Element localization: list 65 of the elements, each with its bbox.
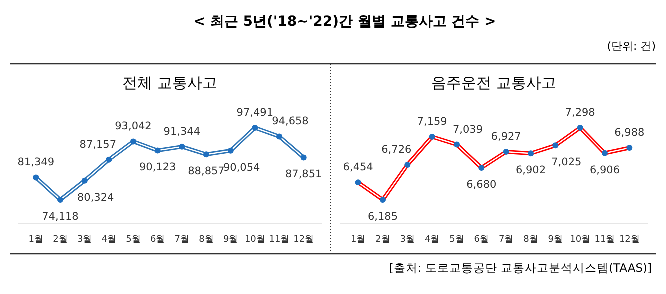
point <box>58 197 64 203</box>
point <box>252 125 258 131</box>
data-label: 7,298 <box>565 107 596 119</box>
text: (단위: 건) <box>607 40 656 53</box>
data-label: 7,039 <box>452 124 484 136</box>
data-label: 6,906 <box>590 164 620 176</box>
data-label: 87,851 <box>285 168 322 181</box>
x-tick-label: 2월 <box>53 235 68 245</box>
point <box>154 148 161 154</box>
data-label: 80,324 <box>77 192 115 204</box>
x-tick-label: 5월 <box>450 235 464 245</box>
data-label: 6,927 <box>491 131 522 143</box>
x-tick-label: 10월 <box>244 235 266 245</box>
x-tick-label: 1월 <box>28 235 44 245</box>
x-tick-label: 9월 <box>548 235 564 245</box>
x-tick-label: 3월 <box>400 235 416 245</box>
x-tick-label: 8월 <box>199 235 214 245</box>
x-tick-label: 1월 <box>350 235 366 245</box>
point <box>300 154 307 161</box>
data-label: 7,025 <box>552 156 582 169</box>
x-tick-label: 12월 <box>294 235 314 245</box>
x-tick-label: 12월 <box>619 235 640 245</box>
x-tick-label: 7월 <box>498 235 514 245</box>
x-tick-label: 11월 <box>269 235 290 245</box>
data-label: 7,159 <box>417 116 448 128</box>
x-tick-label: 6월 <box>474 235 490 245</box>
data-label: 6,726 <box>382 144 412 156</box>
data-label: 87,157 <box>80 138 117 151</box>
x-tick-label: 4월 <box>102 235 117 245</box>
text: [출처: 도로교통공단 교통사고분석시스템(TAAS)] <box>389 261 652 275</box>
data-label: 97,491 <box>236 107 274 119</box>
x-tick-label: 8월 <box>524 235 538 245</box>
x-tick-label: 4월 <box>424 235 440 245</box>
x-tick-label: 2월 <box>376 235 390 245</box>
chart-title: 전체 교통사고 <box>122 74 218 92</box>
data-label: 6,454 <box>343 162 374 174</box>
x-tick-label: 7월 <box>174 235 190 245</box>
point <box>82 178 88 184</box>
point <box>179 144 186 150</box>
data-label: 90,054 <box>223 162 261 174</box>
data-label: 6,680 <box>466 178 497 191</box>
point <box>106 156 112 163</box>
point <box>204 152 210 158</box>
data-label: 91,344 <box>164 126 201 138</box>
data-label: 81,349 <box>18 156 55 169</box>
point <box>33 174 40 181</box>
x-tick-label: 3월 <box>77 235 92 245</box>
data-label: 6,185 <box>368 211 398 223</box>
point <box>130 138 136 145</box>
data-label: 74,118 <box>42 211 79 223</box>
data-label: 93,042 <box>115 120 152 133</box>
point <box>276 134 282 140</box>
data-label: 94,658 <box>272 116 309 128</box>
text: < 최근 5년('18~'22)간 월별 교통사고 건수 > <box>194 14 496 30</box>
x-tick-label: 5월 <box>126 235 141 245</box>
data-label: 6,902 <box>516 164 546 177</box>
point <box>228 148 234 154</box>
x-tick-label: 6월 <box>150 235 166 245</box>
x-tick-label: 10월 <box>570 235 591 245</box>
data-label: 88,857 <box>188 166 225 178</box>
x-tick-label: 9월 <box>223 235 238 245</box>
data-label: 90,123 <box>139 162 176 174</box>
chart-title: 음주운전 교통사고 <box>432 74 556 92</box>
x-tick-label: 11월 <box>594 235 616 245</box>
data-label: 6,988 <box>614 127 645 140</box>
